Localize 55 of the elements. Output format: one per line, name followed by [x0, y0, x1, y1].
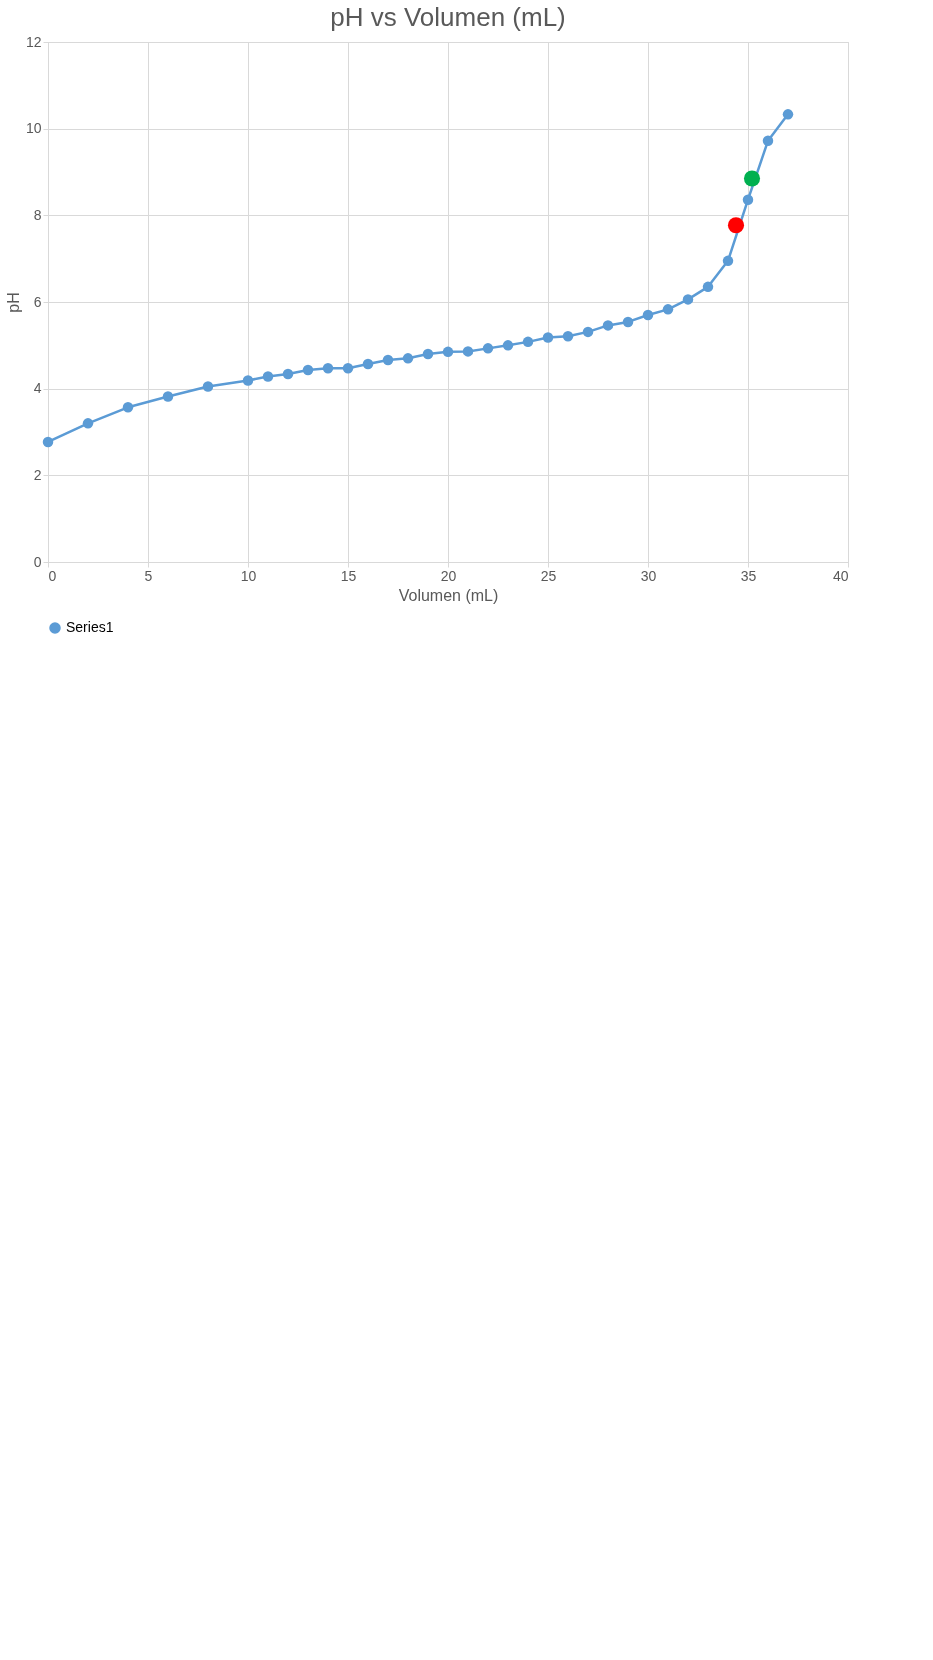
legend-label: Series1: [66, 619, 114, 635]
x-tick-label: 15: [340, 567, 357, 584]
point: [422, 348, 434, 360]
point: [502, 340, 514, 351]
x-tick-label: 25: [540, 567, 557, 584]
y-axis-title: pH: [4, 292, 22, 313]
y-tick-label: 12: [25, 33, 42, 50]
point: [743, 170, 761, 187]
y-tick-label: 0: [33, 553, 42, 570]
point: [262, 371, 274, 382]
point: [522, 336, 534, 348]
point: [402, 353, 414, 364]
point: [482, 343, 494, 354]
point: [722, 255, 734, 267]
x-tick-label: 35: [740, 567, 757, 584]
x-axis-title: Volumen (mL): [398, 586, 499, 604]
point: [302, 364, 314, 376]
point: [282, 368, 294, 380]
chart-title: pH vs Volumen (mL): [330, 2, 566, 32]
point: [42, 436, 54, 448]
x-tick-label: 5: [144, 567, 153, 584]
x-tick-label: 40: [832, 567, 849, 584]
y-tick-label: 10: [25, 120, 42, 137]
x-tick-label: 10: [240, 567, 257, 584]
point: [727, 217, 745, 234]
point: [162, 391, 174, 402]
point: [342, 363, 354, 374]
y-tick-label: 2: [33, 466, 42, 483]
x-tick-label: 0: [48, 567, 57, 584]
point: [242, 375, 254, 386]
point: [322, 363, 334, 374]
point: [782, 109, 794, 120]
point: [662, 304, 674, 315]
point: [122, 402, 134, 413]
point: [82, 418, 94, 429]
y-tick-label: 8: [33, 206, 42, 223]
point: [742, 194, 754, 205]
x-tick-label: 20: [440, 567, 457, 584]
point: [642, 309, 654, 321]
point: [682, 294, 694, 305]
y-tick-label: 4: [33, 380, 42, 397]
point: [362, 358, 374, 370]
point: [762, 135, 774, 147]
y-tick-label: 6: [33, 293, 42, 310]
point: [382, 354, 394, 366]
point: [562, 331, 574, 342]
point: [202, 381, 214, 392]
point: [462, 346, 474, 357]
point: [602, 320, 614, 331]
x-tick-label: 30: [640, 567, 657, 584]
point: [442, 346, 454, 358]
point: [582, 326, 594, 338]
point: [622, 316, 634, 328]
point: [542, 332, 554, 343]
point: [702, 281, 714, 293]
